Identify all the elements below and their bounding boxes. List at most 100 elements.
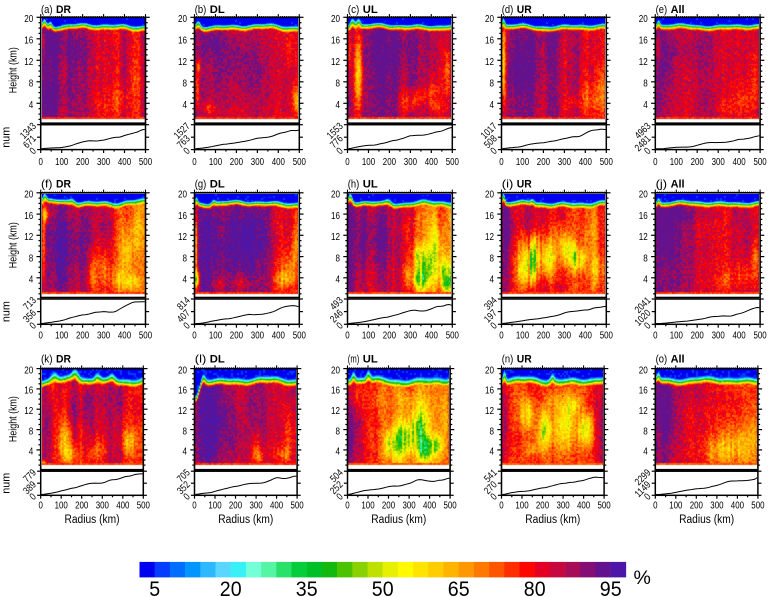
svg-text:16: 16 bbox=[24, 386, 33, 397]
svg-text:4: 4 bbox=[490, 447, 495, 458]
svg-text:500: 500 bbox=[600, 330, 614, 341]
svg-text:8: 8 bbox=[490, 253, 495, 264]
svg-text:Radius (km): Radius (km) bbox=[371, 514, 426, 526]
svg-text:UR: UR bbox=[517, 4, 532, 16]
svg-text:20: 20 bbox=[220, 578, 242, 597]
svg-text:300: 300 bbox=[712, 330, 726, 341]
svg-text:0: 0 bbox=[39, 330, 44, 341]
svg-text:0: 0 bbox=[192, 501, 197, 512]
svg-text:300: 300 bbox=[558, 330, 572, 341]
svg-text:20: 20 bbox=[24, 14, 33, 25]
svg-text:Radius (km): Radius (km) bbox=[65, 514, 120, 526]
svg-text:8: 8 bbox=[490, 79, 495, 90]
svg-text:(j): (j) bbox=[656, 179, 668, 191]
svg-text:DL: DL bbox=[210, 4, 225, 16]
svg-text:0: 0 bbox=[489, 146, 500, 157]
svg-text:4: 4 bbox=[336, 275, 341, 286]
svg-text:200: 200 bbox=[383, 330, 397, 341]
svg-text:300: 300 bbox=[403, 501, 417, 512]
svg-text:0: 0 bbox=[335, 491, 346, 502]
svg-text:12: 12 bbox=[639, 406, 648, 417]
svg-text:8: 8 bbox=[29, 426, 34, 437]
svg-text:(e): (e) bbox=[656, 4, 668, 16]
svg-text:0: 0 bbox=[642, 146, 653, 157]
svg-text:200: 200 bbox=[537, 330, 551, 341]
svg-text:Radius (km): Radius (km) bbox=[525, 514, 580, 526]
svg-text:DR: DR bbox=[56, 179, 71, 191]
svg-text:8: 8 bbox=[643, 426, 648, 437]
svg-text:400: 400 bbox=[423, 501, 437, 512]
svg-text:0: 0 bbox=[345, 330, 350, 341]
svg-text:12: 12 bbox=[178, 232, 187, 243]
svg-text:300: 300 bbox=[97, 157, 111, 168]
svg-text:300: 300 bbox=[710, 501, 724, 512]
svg-text:35: 35 bbox=[296, 578, 318, 597]
svg-text:400: 400 bbox=[118, 157, 132, 168]
svg-text:80: 80 bbox=[524, 578, 546, 597]
svg-text:12: 12 bbox=[331, 57, 340, 68]
svg-text:500: 500 bbox=[598, 501, 612, 512]
svg-text:8: 8 bbox=[183, 79, 188, 90]
svg-text:100: 100 bbox=[208, 501, 222, 512]
svg-text:400: 400 bbox=[270, 501, 284, 512]
svg-text:0: 0 bbox=[653, 501, 658, 512]
svg-text:0: 0 bbox=[653, 157, 658, 168]
svg-text:0: 0 bbox=[182, 491, 193, 502]
svg-text:4: 4 bbox=[29, 447, 34, 458]
svg-text:100: 100 bbox=[55, 501, 69, 512]
svg-text:300: 300 bbox=[250, 501, 264, 512]
svg-text:200: 200 bbox=[229, 501, 243, 512]
svg-text:UL: UL bbox=[363, 179, 378, 191]
svg-text:4: 4 bbox=[490, 275, 495, 286]
svg-text:All: All bbox=[671, 4, 685, 16]
svg-text:400: 400 bbox=[579, 157, 593, 168]
svg-text:400: 400 bbox=[731, 501, 745, 512]
svg-text:12: 12 bbox=[24, 232, 33, 243]
svg-text:200: 200 bbox=[75, 501, 89, 512]
svg-text:UR: UR bbox=[517, 354, 532, 366]
svg-text:300: 300 bbox=[96, 501, 110, 512]
svg-text:20: 20 bbox=[24, 365, 33, 376]
svg-text:UL: UL bbox=[363, 354, 378, 366]
svg-text:12: 12 bbox=[178, 57, 187, 68]
svg-text:8: 8 bbox=[29, 253, 34, 264]
svg-text:0: 0 bbox=[345, 157, 350, 168]
svg-text:5: 5 bbox=[149, 578, 160, 597]
svg-text:100: 100 bbox=[209, 330, 223, 341]
svg-text:16: 16 bbox=[178, 36, 187, 47]
svg-text:20: 20 bbox=[178, 190, 187, 201]
svg-text:20: 20 bbox=[639, 190, 648, 201]
svg-text:16: 16 bbox=[24, 211, 33, 222]
svg-text:0: 0 bbox=[499, 157, 504, 168]
svg-text:Height (km): Height (km) bbox=[8, 222, 20, 268]
svg-text:500: 500 bbox=[754, 157, 768, 168]
svg-text:0: 0 bbox=[28, 491, 39, 502]
svg-text:20: 20 bbox=[178, 14, 187, 25]
svg-text:(f): (f) bbox=[41, 179, 53, 191]
svg-text:100: 100 bbox=[516, 157, 530, 168]
svg-text:300: 300 bbox=[404, 157, 418, 168]
svg-text:400: 400 bbox=[733, 330, 747, 341]
svg-text:0: 0 bbox=[192, 157, 197, 168]
svg-text:0: 0 bbox=[653, 330, 658, 341]
svg-text:100: 100 bbox=[515, 501, 529, 512]
svg-text:200: 200 bbox=[537, 157, 551, 168]
svg-text:20: 20 bbox=[485, 190, 494, 201]
svg-text:12: 12 bbox=[485, 232, 494, 243]
svg-text:400: 400 bbox=[425, 330, 439, 341]
svg-text:UR: UR bbox=[517, 179, 532, 191]
svg-text:12: 12 bbox=[331, 406, 340, 417]
svg-text:16: 16 bbox=[485, 386, 494, 397]
svg-text:500: 500 bbox=[446, 330, 460, 341]
svg-text:200: 200 bbox=[230, 330, 244, 341]
svg-text:500: 500 bbox=[139, 330, 153, 341]
svg-text:16: 16 bbox=[639, 211, 648, 222]
svg-text:500: 500 bbox=[293, 330, 307, 341]
svg-text:(m): (m) bbox=[348, 354, 360, 366]
svg-text:100: 100 bbox=[669, 501, 683, 512]
svg-text:300: 300 bbox=[557, 501, 571, 512]
svg-text:Height (km): Height (km) bbox=[8, 396, 20, 442]
svg-text:(a): (a) bbox=[41, 4, 53, 16]
svg-text:(o): (o) bbox=[656, 354, 668, 366]
svg-text:300: 300 bbox=[558, 157, 572, 168]
